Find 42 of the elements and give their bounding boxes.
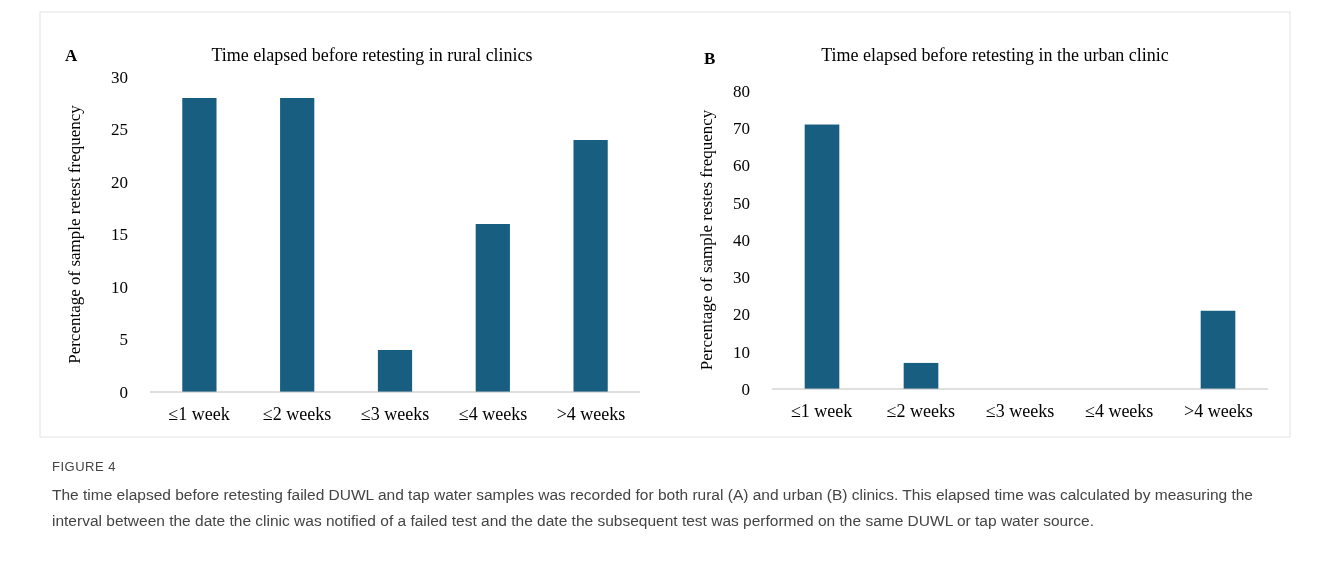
bar xyxy=(182,98,217,392)
bar xyxy=(573,140,608,392)
text: A xyxy=(65,46,78,65)
x-tick-label: ≤4 weeks xyxy=(1085,401,1154,421)
x-tick-label: ≤1 week xyxy=(790,401,853,421)
y-tick-label: 70 xyxy=(733,119,750,139)
y-tick-label: 25 xyxy=(111,120,128,140)
y-tick-label: 20 xyxy=(111,172,128,192)
caption: FIGURE 4 xyxy=(52,458,117,476)
bar xyxy=(280,98,315,392)
y-tick-label: 15 xyxy=(111,225,128,245)
y-axis-title: Percentage of sample retest frequency xyxy=(65,104,84,364)
x-tick-label: >4 weeks xyxy=(1184,401,1253,421)
x-tick-label: ≤2 weeks xyxy=(262,404,332,424)
y-tick-label: 40 xyxy=(733,230,750,250)
y-tick-label: 50 xyxy=(733,193,750,213)
y-tick-label: 60 xyxy=(733,156,750,176)
x-tick-label: ≤3 weeks xyxy=(360,404,430,424)
bar xyxy=(903,362,939,389)
text: B xyxy=(704,49,716,68)
y-tick-label: 10 xyxy=(733,342,750,362)
y-tick-label: 30 xyxy=(733,268,750,288)
y-tick-label: 5 xyxy=(119,330,128,350)
y-tick-label: 30 xyxy=(111,67,128,87)
bar xyxy=(1200,310,1236,389)
x-tick-label: ≤2 weeks xyxy=(886,401,955,421)
bar xyxy=(804,124,840,389)
bar xyxy=(377,350,413,392)
bar xyxy=(475,224,510,392)
y-tick-label: 0 xyxy=(119,382,128,402)
chart-title: Time elapsed before retesting in the urban clinic xyxy=(821,45,1169,65)
chart-title: Time elapsed before retesting in rural clinics xyxy=(211,45,533,65)
y-tick-label: 20 xyxy=(733,305,750,325)
x-tick-label: ≤1 week xyxy=(168,404,230,424)
y-tick-label: 80 xyxy=(733,81,750,101)
x-tick-label: ≤4 weeks xyxy=(458,404,528,424)
x-tick-label: >4 weeks xyxy=(556,404,626,424)
y-axis-title: Percentage of sample restes frequency xyxy=(697,109,716,371)
y-tick-label: 10 xyxy=(111,277,128,297)
x-tick-label: ≤3 weeks xyxy=(985,401,1055,421)
y-tick-label: 0 xyxy=(741,379,750,399)
text: The time elapsed before retesting failed DUWL and tap water samples was recorded for both rural (A) and urban (B) clinics. This elapsed time was calculated by measuring the interval between the date the clinic was notified of a failed test and the date the subsequent test was performed on the same DUWL or tap water source. xyxy=(52,485,1254,531)
